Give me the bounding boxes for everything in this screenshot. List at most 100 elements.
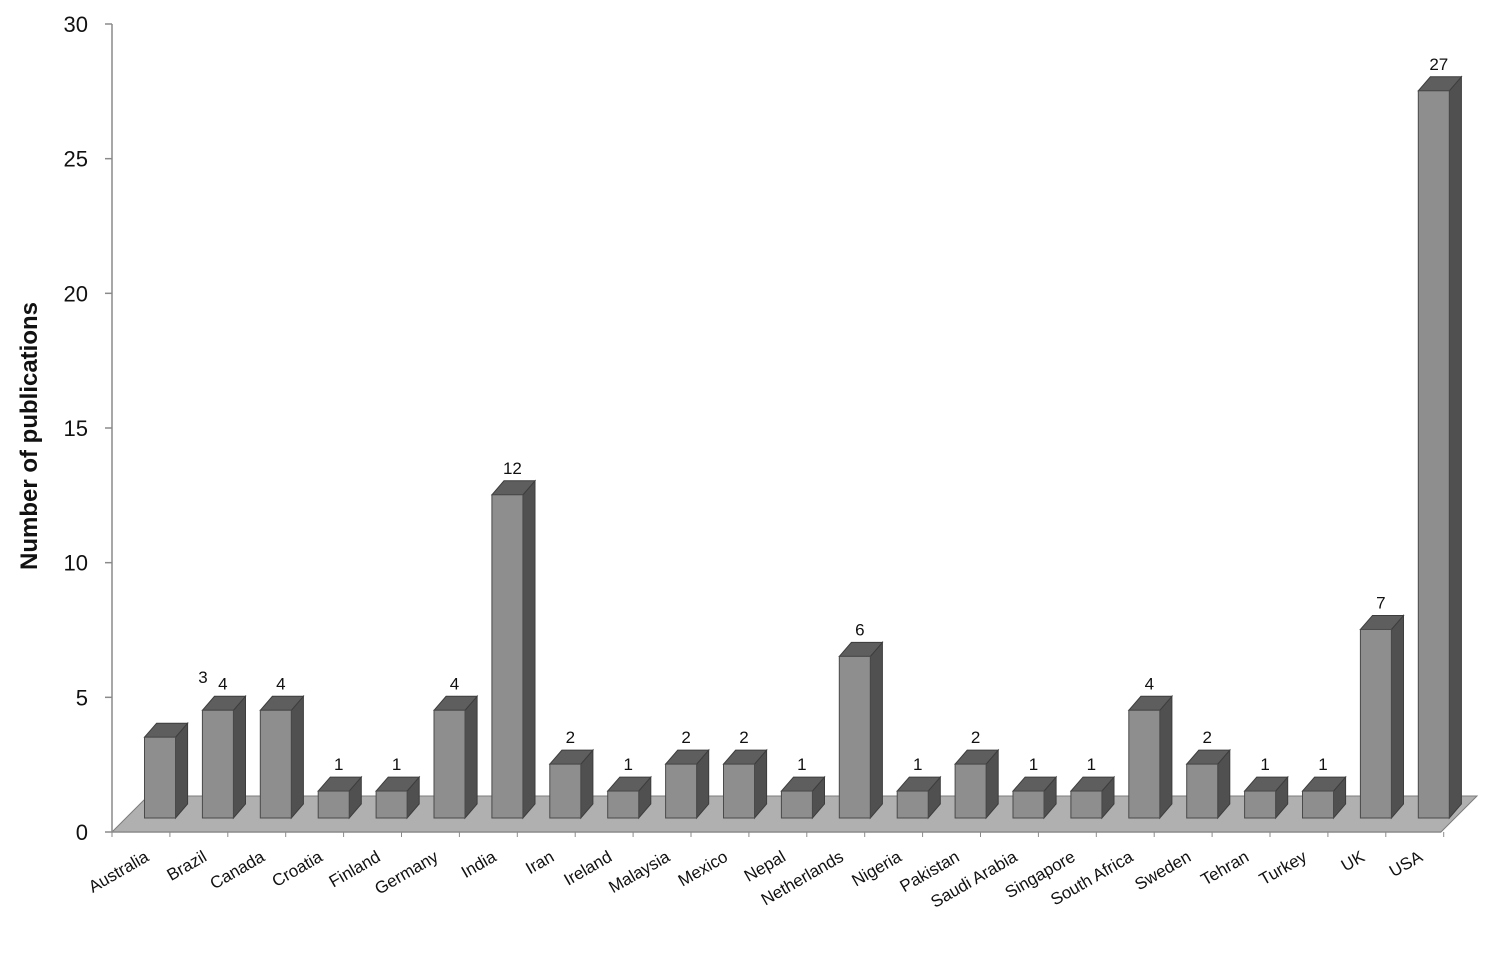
data-label: 1 <box>334 755 343 774</box>
bar-side-face <box>175 721 189 820</box>
x-tick-label: Nigeria <box>849 847 906 891</box>
bar-front-face <box>780 790 813 819</box>
bar-pakistan <box>954 748 1000 820</box>
bar-front-face <box>549 763 582 819</box>
bar-brazil <box>201 694 247 820</box>
x-tick-label: Brazil <box>164 847 210 885</box>
y-tick-label: 5 <box>76 685 88 710</box>
bar-netherlands <box>838 641 884 820</box>
bar-front-face <box>433 709 466 819</box>
x-tick-label: Croatia <box>269 847 326 891</box>
data-label: 2 <box>681 728 690 747</box>
data-label: 1 <box>1029 755 1038 774</box>
bar-finland <box>375 775 421 820</box>
data-label: 2 <box>739 728 748 747</box>
bar-canada <box>259 694 305 820</box>
bar-croatia <box>317 775 363 820</box>
bar-front-face <box>607 790 640 819</box>
bar-front-face <box>954 763 987 819</box>
data-label: 4 <box>218 674 227 693</box>
x-tick-label: Germany <box>371 847 441 899</box>
data-label: 6 <box>855 620 864 639</box>
x-tick-label: Tehran <box>1198 847 1253 889</box>
x-tick-label: Mexico <box>675 847 731 890</box>
bar-front-face <box>317 790 350 819</box>
x-tick-label: USA <box>1386 847 1426 881</box>
bar-turkey <box>1301 775 1347 820</box>
data-label: 1 <box>1318 755 1327 774</box>
data-label: 2 <box>566 728 575 747</box>
bar-front-face <box>1417 90 1450 819</box>
y-tick-label: 10 <box>64 551 88 576</box>
bar-malaysia <box>664 748 710 820</box>
bar-australia <box>143 721 189 820</box>
bar-uk <box>1359 614 1405 820</box>
bar-side-face <box>869 641 883 820</box>
y-tick-label: 25 <box>64 147 88 172</box>
bar-front-face <box>896 790 929 819</box>
bar-front-face <box>1244 790 1277 819</box>
bar-front-face <box>1359 628 1392 819</box>
bar-side-face <box>1159 694 1173 820</box>
y-axis: 0 5 10 15 20 25 30 <box>64 12 113 845</box>
bar-side-face <box>464 694 478 820</box>
x-tick-label: Turkey <box>1256 847 1310 889</box>
bar-front-face <box>838 655 871 819</box>
bar-side-face <box>232 694 246 820</box>
data-label: 4 <box>1145 674 1154 693</box>
bar-iran <box>548 748 594 820</box>
data-label: 3 <box>198 668 207 687</box>
bar-front-face <box>491 494 524 819</box>
data-label: 4 <box>276 674 285 693</box>
bar-front-face <box>1012 790 1045 819</box>
x-tick-label: Sweden <box>1131 847 1194 894</box>
x-tick-label: Malaysia <box>605 847 673 897</box>
bar-front-face <box>259 709 292 819</box>
data-label: 1 <box>913 755 922 774</box>
data-label: 1 <box>1087 755 1096 774</box>
bar-mexico <box>722 748 768 820</box>
bar-front-face <box>375 790 408 819</box>
data-label: 27 <box>1429 55 1448 74</box>
y-tick-label: 15 <box>64 416 88 441</box>
bar-nepal <box>780 775 826 820</box>
x-tick-label: India <box>458 847 500 882</box>
x-tick-label: Australia <box>85 847 152 897</box>
x-tick-label: UK <box>1338 847 1369 876</box>
data-label: 7 <box>1376 593 1385 612</box>
bar-side-face <box>1448 75 1462 820</box>
bar-saudi-arabia <box>1011 775 1058 820</box>
data-label: 4 <box>450 674 459 693</box>
bar-front-face <box>723 763 755 819</box>
bar-side-face <box>1390 614 1404 820</box>
bar-nigeria <box>896 775 942 820</box>
bar-side-face <box>522 479 536 820</box>
x-tick-label: Iran <box>522 847 557 878</box>
y-axis-title: Number of publications <box>16 302 43 570</box>
y-tick-label: 0 <box>76 820 88 845</box>
bar-india <box>490 479 537 820</box>
data-label: 1 <box>392 755 401 774</box>
bar-front-face <box>1186 763 1219 819</box>
bars <box>143 75 1463 820</box>
y-tick-label: 30 <box>64 12 88 37</box>
bar-south-africa <box>1127 694 1173 820</box>
bar-front-face <box>1302 790 1334 819</box>
bar-tehran <box>1243 775 1289 820</box>
bar-sweden <box>1185 748 1231 820</box>
data-label: 1 <box>623 755 632 774</box>
bar-front-face <box>1070 790 1103 819</box>
data-label: 12 <box>503 459 522 478</box>
bar-front-face <box>144 736 176 819</box>
x-tick-label: Canada <box>207 847 269 894</box>
data-label: 2 <box>1202 728 1211 747</box>
data-label: 1 <box>797 755 806 774</box>
bar-usa <box>1417 75 1463 820</box>
bar-front-face <box>665 763 698 819</box>
bar-front-face <box>201 709 234 819</box>
bar-singapore <box>1069 775 1116 820</box>
bar-ireland <box>606 775 652 820</box>
